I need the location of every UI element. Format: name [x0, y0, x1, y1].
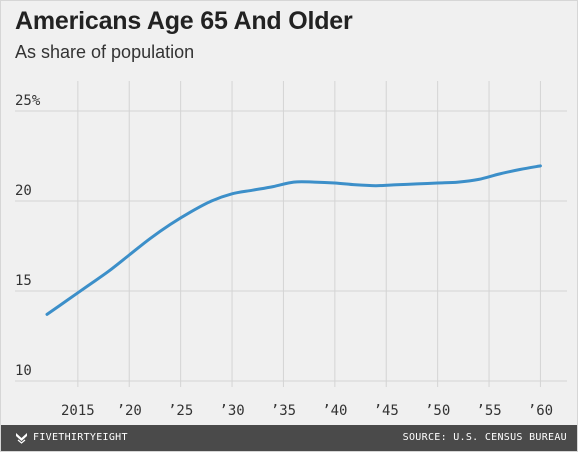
- y-tick-label: 20: [15, 183, 32, 199]
- series-line-0: [45, 164, 542, 316]
- x-tick-label: ’35: [271, 403, 296, 419]
- x-tick-label: ’45: [374, 403, 399, 419]
- source-note: SOURCE: U.S. CENSUS BUREAU: [402, 432, 567, 443]
- grid-lines: [15, 81, 567, 387]
- x-tick-label: ’20: [117, 403, 142, 419]
- chart-title: Americans Age 65 And Older: [15, 7, 353, 35]
- x-tick-label: ’30: [219, 403, 244, 419]
- y-tick-label: 25%: [15, 93, 41, 109]
- y-tick-label: 15: [15, 273, 32, 289]
- x-tick-label: ’55: [476, 403, 501, 419]
- x-tick-label: ’50: [425, 403, 450, 419]
- x-tick-label: ’40: [322, 403, 347, 419]
- y-tick-label: 10: [15, 363, 32, 379]
- x-tick-label: 2015: [61, 403, 95, 419]
- series-lines: [45, 164, 542, 316]
- fivethirtyeight-logo-icon: [16, 433, 27, 444]
- x-tick-label: ’60: [528, 403, 553, 419]
- line-chart: 10 15 20 25% 2015 ’20 ’25 ’30 ’35 ’40 ’45 ’50 ’55 ’6…: [15, 81, 567, 419]
- x-tick-label: ’25: [168, 403, 193, 419]
- y-axis-tick-labels: 10 15 20 25%: [15, 93, 41, 379]
- footer-bar: FIVETHIRTYEIGHT SOURCE: U.S. CENSUS BURE…: [1, 425, 577, 451]
- x-axis-tick-labels: 2015 ’20 ’25 ’30 ’35 ’40 ’45 ’50 ’55 ’60: [61, 403, 553, 419]
- brand: FIVETHIRTYEIGHT: [15, 431, 128, 444]
- brand-name: FIVETHIRTYEIGHT: [33, 432, 128, 443]
- chart-subtitle: As share of population: [15, 42, 195, 62]
